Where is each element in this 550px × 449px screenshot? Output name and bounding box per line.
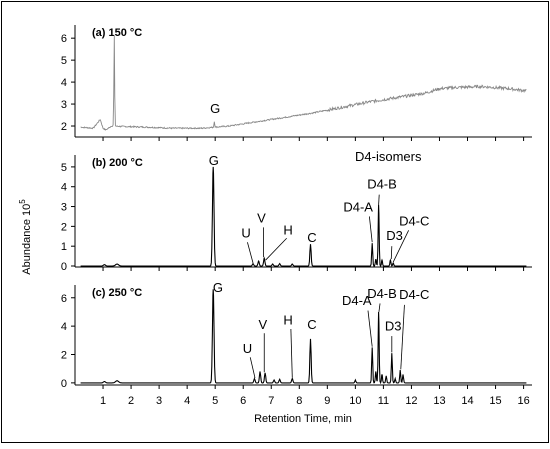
y-tick-label: 4 (61, 77, 67, 89)
y-tick-label: 5 (61, 162, 67, 174)
x-tick-label: 14 (461, 395, 473, 407)
peak-label: C (307, 317, 316, 332)
chromatogram-trace (80, 289, 527, 385)
peak-label: U (243, 341, 252, 356)
peak-label: H (283, 222, 292, 237)
y-axis-title: Abundance 105 (18, 199, 33, 275)
x-tick-label: 5 (212, 395, 218, 407)
peak-leader-line (368, 216, 373, 243)
x-tick-label: 15 (489, 395, 501, 407)
panel-title: (c) 250 °C (92, 287, 142, 299)
x-tick-label: 10 (349, 395, 361, 407)
y-tick-label: 3 (61, 202, 67, 214)
panel-title: (b) 200 °C (92, 157, 143, 169)
peak-label: G (209, 153, 219, 168)
panel-title: (a) 150 °C (92, 27, 142, 39)
x-tick-label: 11 (378, 395, 389, 407)
x-tick-label: 7 (268, 395, 274, 407)
y-tick-label: 6 (61, 33, 67, 45)
peak-leader-line (290, 328, 293, 378)
peak-leader-line (392, 230, 409, 263)
panel-grid: 2 3 4 5 6 (61, 25, 532, 141)
chromatogram-trace (80, 166, 527, 268)
y-tick-label: 0 (61, 261, 67, 273)
peak-label: C (307, 230, 316, 245)
x-axis: 1 2 3 4 5 6 7 8 9 10 11 12 13 14 15 16 (100, 395, 530, 407)
peak-label: V (257, 210, 266, 225)
peak-label: G (213, 280, 223, 295)
panel-plot: G (80, 35, 527, 131)
peak-label: G (210, 101, 220, 116)
y-axis-title-exponent: 5 (18, 199, 27, 204)
x-tick-label: 9 (324, 395, 330, 407)
d4-isomers-header: D4-isomers (355, 149, 422, 164)
peak-leader-line (390, 246, 393, 260)
peak-label: D3 (386, 228, 403, 243)
y-tick-label: 2 (61, 121, 67, 133)
y-tick-label: 2 (61, 221, 67, 233)
y-tick-label: 1 (61, 241, 67, 253)
y-tick-label: 4 (61, 182, 67, 194)
peak-label: D4-A (342, 293, 372, 308)
y-axis-title-base: Abundance 10 (21, 204, 33, 275)
panel-grid: 0 2 4 6 (61, 285, 532, 390)
peak-leader-line (378, 194, 380, 205)
y-tick-label: 3 (61, 99, 67, 111)
chromatogram-trace (80, 35, 527, 131)
x-tick-label: 4 (184, 395, 190, 407)
peak-label: U (241, 225, 250, 240)
y-tick-label: 2 (61, 350, 67, 362)
peak-label: D4-C (399, 213, 429, 228)
panel-250c: (c) 250 °C 0 2 4 6 G UV H C D4-AD4-B D3 D4-C (61, 280, 532, 390)
x-tick-label: 2 (128, 395, 134, 407)
peak-label: H (283, 313, 292, 328)
y-tick-label: 5 (61, 55, 67, 67)
y-tick-label: 0 (61, 378, 67, 390)
peak-label: D4-B (367, 286, 397, 301)
peak-leader-line (249, 357, 256, 378)
x-tick-label: 13 (433, 395, 445, 407)
x-axis-title: Retention Time, min (254, 413, 352, 425)
y-tick-label: 4 (61, 321, 67, 333)
x-tick-label: 12 (405, 395, 417, 407)
peak-label: D4-A (343, 199, 373, 214)
y-tick-label: 6 (61, 293, 67, 305)
x-tick-label: 1 (100, 395, 106, 407)
x-tick-label: 6 (240, 395, 246, 407)
peak-label: D3 (385, 318, 402, 333)
peak-leader-line (247, 242, 254, 264)
x-tick-label: 8 (296, 395, 302, 407)
panel-grid: 0 1 2 3 4 5 (61, 155, 532, 273)
peak-label: D4-B (367, 177, 397, 192)
peak-leader-line (265, 237, 287, 261)
peak-leader-line (378, 303, 381, 313)
peak-label: V (259, 317, 268, 332)
panel-200c: (b) 200 °C D4-isomers 0 1 2 3 4 5 G UV HC D4-A D4… (61, 149, 532, 273)
peak-leader-line (367, 310, 373, 347)
x-tick-label: 16 (517, 395, 529, 407)
x-tick-label: 3 (156, 395, 162, 407)
panel-150c: (a) 150 °C 2 3 4 5 6 G (61, 25, 532, 141)
peak-leader-line (400, 304, 405, 370)
peak-label: D4-C (399, 287, 429, 302)
